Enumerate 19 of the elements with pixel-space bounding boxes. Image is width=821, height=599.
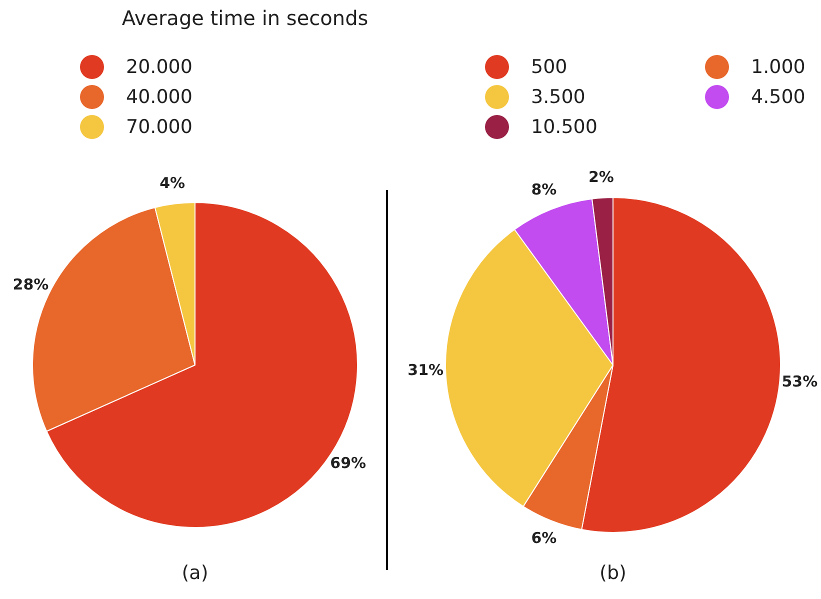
data-label: 28%: [12, 275, 49, 294]
legend-label: 20.000: [126, 56, 192, 78]
legend-label: 40.000: [126, 86, 192, 108]
legend-label: 3.500: [531, 86, 586, 108]
data-label: 4%: [160, 174, 186, 192]
text: (b): [598, 562, 628, 584]
data-label: 53%: [782, 372, 818, 391]
text: (a): [180, 562, 210, 584]
legend-label: 500: [531, 56, 568, 78]
legend-label: 10.500: [531, 116, 598, 138]
data-label: 2%: [588, 168, 614, 186]
legend-label: 70.000: [126, 116, 192, 138]
data-label: 31%: [408, 360, 444, 379]
data-label: 6%: [531, 529, 557, 548]
data-label: 8%: [531, 180, 557, 199]
legend-label: 4.500: [751, 86, 806, 108]
legend-label: 1.000: [751, 56, 806, 78]
data-label: 69%: [330, 454, 366, 472]
chart-title: Average time in seconds: [120, 6, 370, 30]
